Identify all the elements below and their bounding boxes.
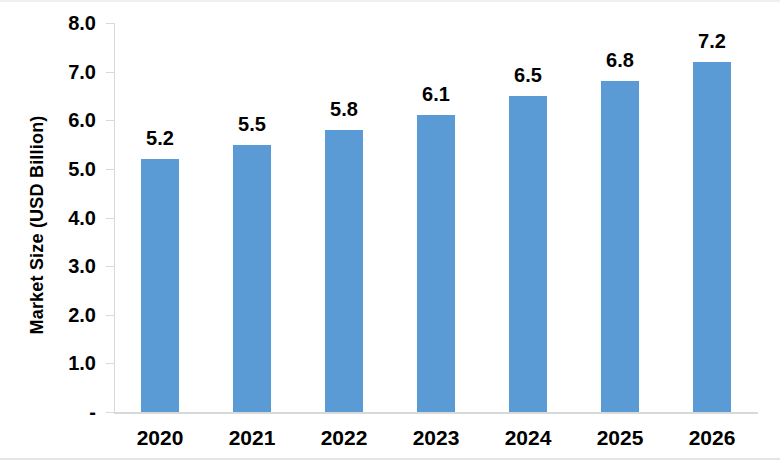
bar-value-label: 5.8	[309, 97, 379, 121]
x-axis-line	[114, 412, 758, 414]
bar-value-label: 5.2	[125, 126, 195, 150]
x-axis-label: 2020	[114, 426, 206, 450]
y-axis-tick	[106, 218, 114, 219]
bar-2025	[601, 81, 639, 412]
bar-2022	[325, 130, 363, 412]
y-axis-label: 2.0	[38, 303, 96, 327]
bar-value-label: 5.5	[217, 112, 287, 136]
y-axis-label: 6.0	[38, 108, 96, 132]
y-axis-tick	[106, 23, 114, 24]
bar-2026	[693, 62, 731, 412]
y-axis-label: 4.0	[38, 206, 96, 230]
y-axis-label: 1.0	[38, 351, 96, 375]
bar-value-label: 7.2	[677, 29, 747, 53]
window-edge-top	[0, 0, 780, 2]
y-axis-tick	[106, 120, 114, 121]
x-axis-label: 2022	[298, 426, 390, 450]
y-axis-label: 7.0	[38, 60, 96, 84]
bar-value-label: 6.5	[493, 63, 563, 87]
window-edge-bottom	[0, 458, 780, 460]
bar-2021	[233, 145, 271, 412]
x-axis-label: 2023	[390, 426, 482, 450]
y-axis-tick	[106, 266, 114, 267]
bar-2024	[509, 96, 547, 412]
y-axis-tick	[106, 412, 114, 413]
y-axis-tick	[106, 315, 114, 316]
y-axis-label: 5.0	[38, 157, 96, 181]
y-axis-label: -	[38, 400, 96, 424]
bar-2023	[417, 115, 455, 412]
bar-value-label: 6.8	[585, 48, 655, 72]
y-axis-tick	[106, 363, 114, 364]
y-axis-tick	[106, 169, 114, 170]
bar-2020	[141, 159, 179, 412]
market-size-bar-chart: Market Size (USD Billion) 8.07.06.05.04.…	[0, 0, 780, 465]
y-axis-label: 8.0	[38, 11, 96, 35]
y-axis-line	[114, 23, 115, 413]
y-axis-tick	[106, 72, 114, 73]
x-axis-label: 2021	[206, 426, 298, 450]
x-axis-label: 2024	[482, 426, 574, 450]
bar-value-label: 6.1	[401, 82, 471, 106]
y-axis-label: 3.0	[38, 254, 96, 278]
x-axis-label: 2026	[666, 426, 758, 450]
x-axis-label: 2025	[574, 426, 666, 450]
